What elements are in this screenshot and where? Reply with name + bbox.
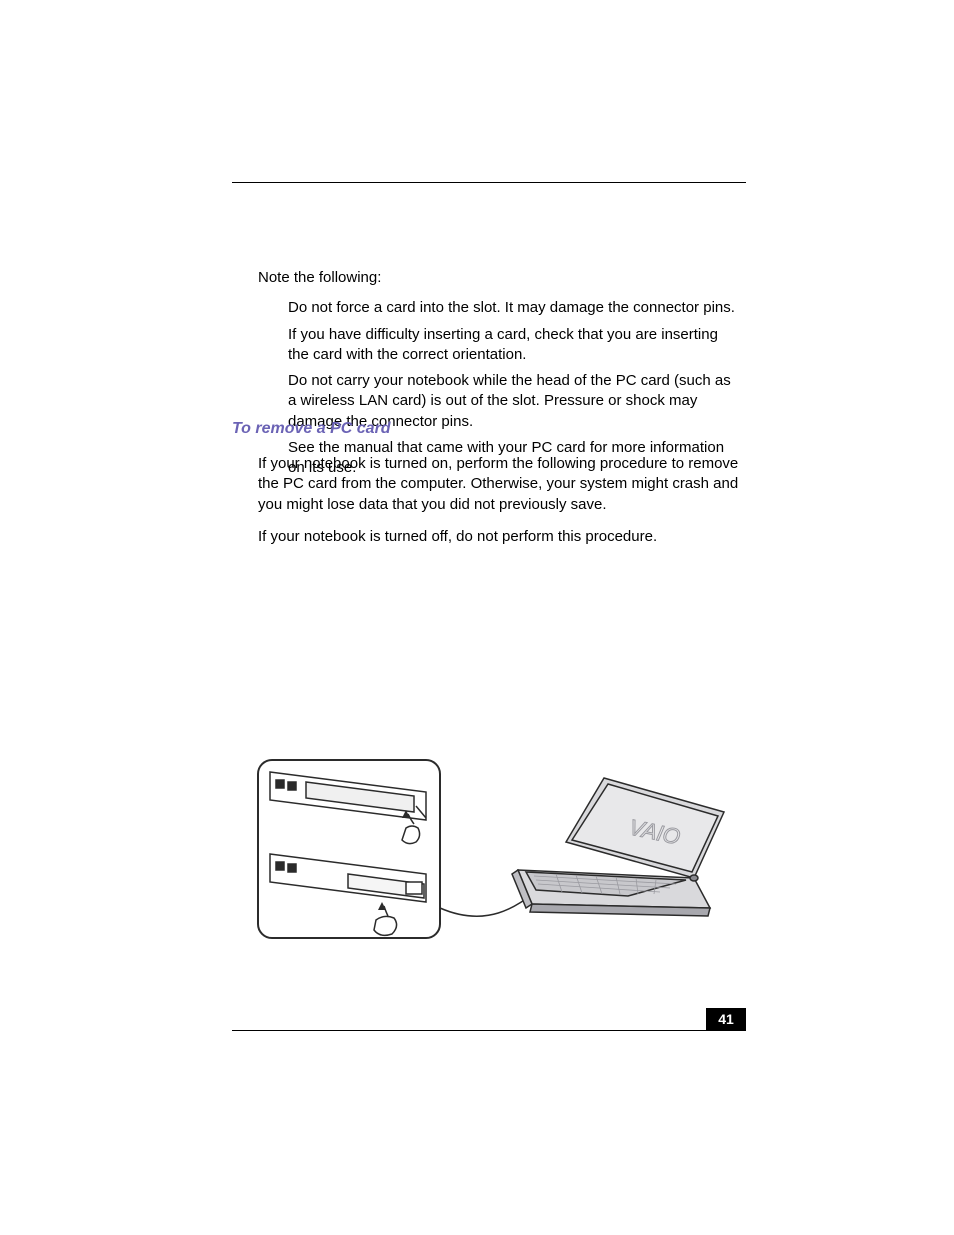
page-number: 41 <box>706 1008 746 1030</box>
bottom-rule <box>232 1030 746 1031</box>
top-rule <box>232 182 746 183</box>
section-heading: To remove a PC card <box>232 420 391 438</box>
section-body: If your notebook is turned on, perform t… <box>258 454 742 559</box>
section-paragraph: If your notebook is turned off, do not p… <box>258 527 742 547</box>
section-paragraph: If your notebook is turned on, perform t… <box>258 454 742 515</box>
notes-block: Note the following: Do not force a card … <box>258 268 742 484</box>
notes-list: Do not force a card into the slot. It ma… <box>288 298 742 478</box>
note-item: If you have difficulty inserting a card,… <box>288 325 742 366</box>
pc-card-eject-illustration: VAIO <box>256 758 736 948</box>
manual-page: Note the following: Do not force a card … <box>0 0 954 1235</box>
notes-intro: Note the following: <box>258 268 742 288</box>
note-item: Do not force a card into the slot. It ma… <box>288 298 742 318</box>
